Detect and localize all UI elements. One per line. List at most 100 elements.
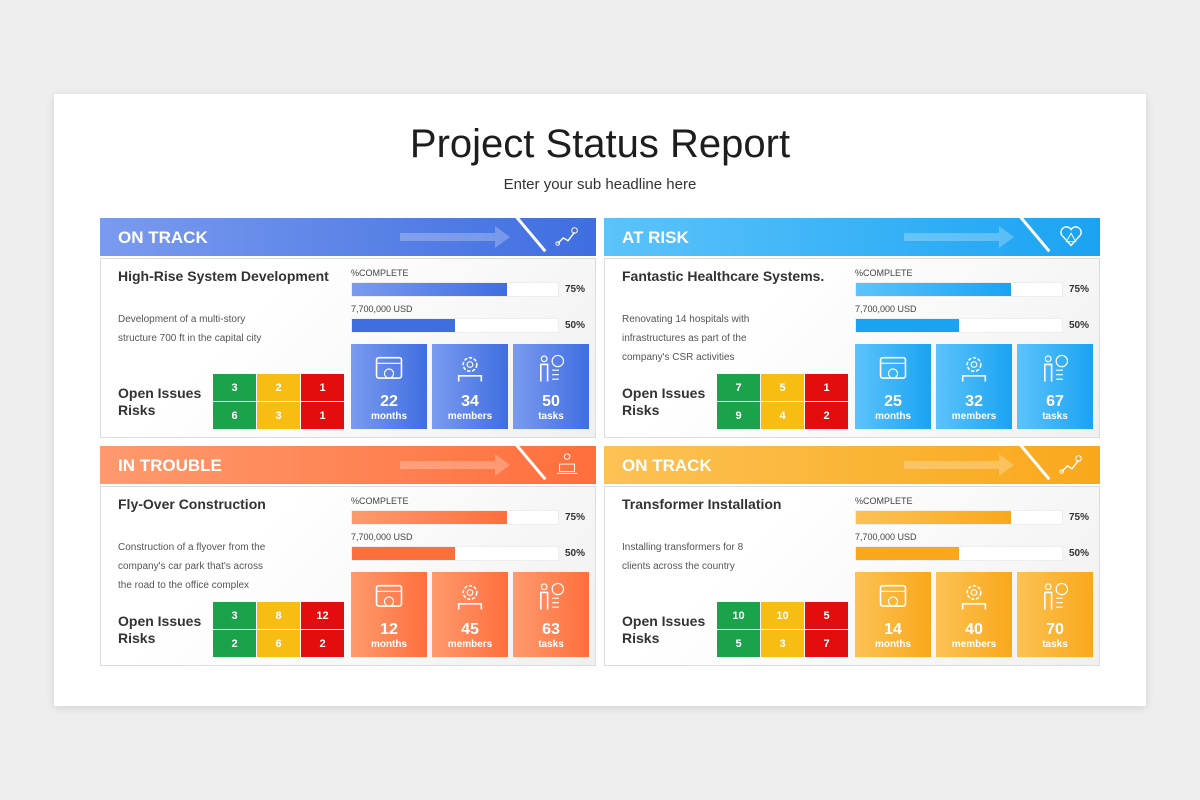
complete-label: %COMPLETE	[855, 496, 913, 506]
stat-tile-months: 22 months	[351, 344, 427, 429]
issue-cell: 5	[761, 374, 804, 401]
task-checklist-icon	[540, 354, 565, 382]
task-checklist-icon	[1044, 354, 1069, 382]
stat-tile-tasks: 70 tasks	[1017, 572, 1093, 657]
stat-unit: tasks	[1042, 639, 1068, 650]
budget-progress-bar	[351, 318, 559, 333]
open-issues-label: Open Issues	[118, 613, 202, 629]
project-title: Transformer Installation	[622, 496, 782, 512]
arrow-icon	[400, 226, 510, 248]
budget-percent: 50%	[1069, 548, 1090, 559]
stat-value: 25	[884, 393, 902, 410]
complete-progress-bar	[855, 510, 1063, 525]
stat-unit: months	[370, 411, 408, 422]
status-panel: AT RISK Fantastic Healthcare Systems. Re…	[604, 218, 1100, 438]
roadmap-icon	[555, 227, 578, 246]
stat-unit: months	[874, 639, 912, 650]
complete-percent: 75%	[565, 284, 586, 295]
stat-unit: tasks	[538, 411, 564, 422]
stat-value: 67	[1046, 393, 1064, 410]
risk-cell: 2	[301, 630, 344, 657]
stat-tile-tasks: 67 tasks	[1017, 344, 1093, 429]
project-description: Renovating 14 hospitals with infrastruct…	[622, 314, 750, 363]
open-issues-label: Open Issues	[118, 385, 202, 401]
budget-progress-bar	[351, 546, 559, 561]
arrow-icon	[904, 226, 1014, 248]
issue-cell: 12	[301, 602, 344, 629]
risk-cell: 6	[257, 630, 300, 657]
stat-value: 40	[965, 621, 983, 638]
complete-label: %COMPLETE	[351, 268, 409, 278]
stat-tile-tasks: 63 tasks	[513, 572, 589, 657]
open-issues-label: Open Issues	[622, 385, 706, 401]
team-gear-icon	[961, 356, 987, 382]
panel-body: High-Rise System Development Development…	[100, 258, 596, 438]
stat-unit: months	[370, 639, 408, 650]
team-gear-icon	[457, 356, 483, 382]
issue-cell: 8	[257, 602, 300, 629]
divider	[1016, 218, 1051, 253]
complete-progress-bar	[855, 282, 1063, 297]
stat-unit: tasks	[538, 639, 564, 650]
risk-cell: 2	[805, 402, 848, 429]
project-description: Development of a multi-story structure 7…	[118, 314, 262, 344]
risk-cell: 4	[761, 402, 804, 429]
panel-body: Fantastic Healthcare Systems. Renovating…	[604, 258, 1100, 438]
budget-percent: 50%	[565, 320, 586, 331]
budget-label: 7,700,000 USD	[855, 532, 917, 542]
issue-cell: 3	[213, 602, 256, 629]
stat-tile-months: 25 months	[855, 344, 931, 429]
complete-percent: 75%	[1069, 512, 1090, 523]
panel-body: Fly-Over Construction Construction of a …	[100, 486, 596, 666]
arrow-icon	[904, 454, 1014, 476]
budget-label: 7,700,000 USD	[351, 304, 413, 314]
project-title: Fly-Over Construction	[118, 496, 266, 512]
status-header: ON TRACK	[604, 446, 1100, 484]
budget-percent: 50%	[565, 548, 586, 559]
open-issues-label: Open Issues	[622, 613, 706, 629]
risks-label: Risks	[118, 630, 156, 646]
divider	[512, 446, 547, 481]
budget-percent: 50%	[1069, 320, 1090, 331]
stat-value: 45	[461, 621, 479, 638]
roadmap-icon	[1059, 455, 1082, 474]
risks-label: Risks	[118, 402, 156, 418]
team-gear-icon	[457, 584, 483, 610]
status-panel: ON TRACK Transformer Installation Instal…	[604, 446, 1100, 666]
issue-cell: 7	[717, 374, 760, 401]
calendar-month-icon	[375, 356, 403, 379]
stat-unit: members	[447, 639, 493, 650]
status-label: IN TROUBLE	[118, 456, 222, 475]
budget-label: 7,700,000 USD	[855, 304, 917, 314]
task-checklist-icon	[540, 582, 565, 610]
risk-cell: 5	[717, 630, 760, 657]
page-subtitle: Enter your sub headline here	[503, 176, 697, 193]
issue-cell: 10	[761, 602, 804, 629]
calendar-month-icon	[375, 584, 403, 607]
team-gear-icon	[961, 584, 987, 610]
complete-label: %COMPLETE	[855, 268, 913, 278]
issue-cell: 1	[805, 374, 848, 401]
budget-progress-bar	[855, 546, 1063, 561]
issue-cell: 3	[213, 374, 256, 401]
stat-tile-members: 45 members	[432, 572, 508, 657]
risk-cell: 3	[761, 630, 804, 657]
stat-tile-members: 40 members	[936, 572, 1012, 657]
stat-tile-members: 34 members	[432, 344, 508, 429]
project-title: Fantastic Healthcare Systems.	[622, 268, 825, 284]
stat-unit: members	[447, 411, 493, 422]
stat-value: 12	[380, 621, 398, 638]
stat-value: 14	[884, 621, 902, 638]
complete-percent: 75%	[565, 512, 586, 523]
risks-label: Risks	[622, 630, 660, 646]
issue-cell: 1	[301, 374, 344, 401]
calendar-month-icon	[879, 356, 907, 379]
risk-cell: 1	[301, 402, 344, 429]
risk-cell: 9	[717, 402, 760, 429]
complete-percent: 75%	[1069, 284, 1090, 295]
risk-cell: 2	[213, 630, 256, 657]
complete-label: %COMPLETE	[351, 496, 409, 506]
project-title: High-Rise System Development	[118, 268, 329, 284]
